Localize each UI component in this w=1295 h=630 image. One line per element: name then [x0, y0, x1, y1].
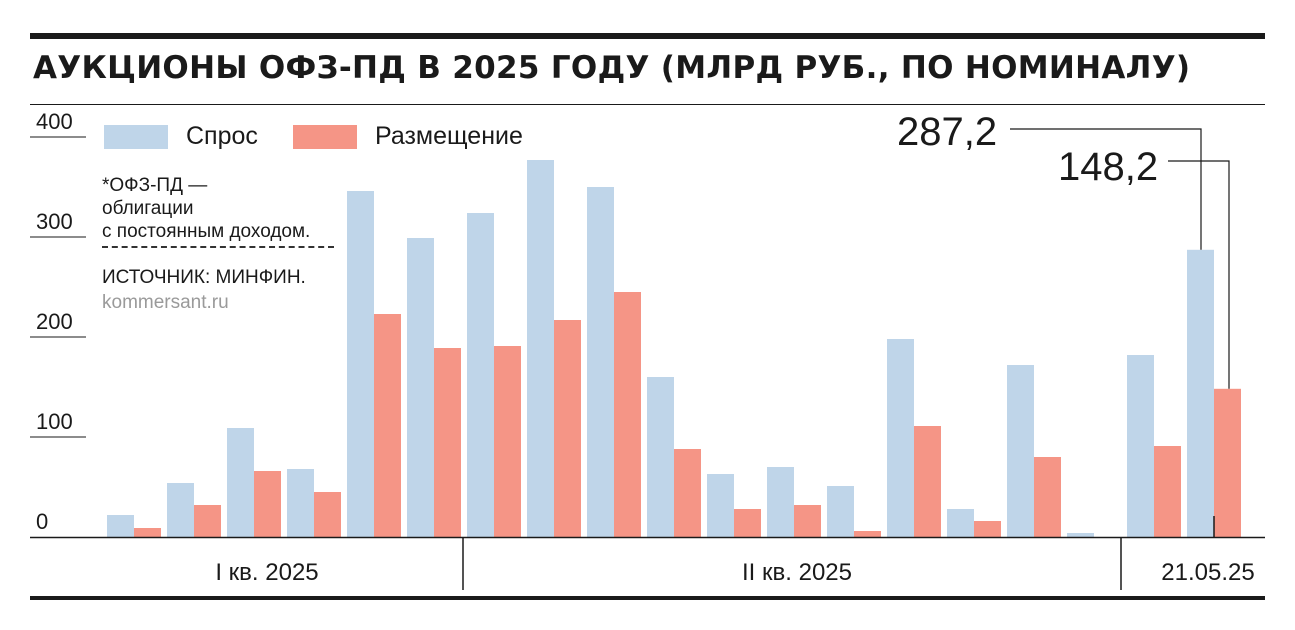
bar-demand	[587, 187, 614, 537]
bar-demand	[407, 238, 434, 537]
top-rule	[30, 33, 1265, 39]
bar-placement	[794, 505, 821, 537]
bar-demand	[767, 467, 794, 537]
bar-placement	[854, 531, 881, 537]
demand-bars	[107, 160, 1214, 538]
bar-placement	[914, 426, 941, 537]
bar-demand	[527, 160, 554, 537]
bar-demand	[107, 515, 134, 537]
y-axis: 0 100 200 300 400	[30, 109, 86, 534]
y-tick-label: 100	[36, 409, 73, 434]
bar-placement	[734, 509, 761, 537]
callout-leader-lines	[1010, 128, 1230, 389]
bar-placement	[134, 528, 161, 537]
placement-bars	[134, 292, 1241, 537]
legend-placement: Размещение	[293, 122, 523, 151]
bottom-rule	[30, 596, 1265, 600]
bar-placement	[494, 346, 521, 537]
title-underline	[30, 104, 1265, 105]
bar-demand	[167, 483, 194, 537]
legend-demand-label: Спрос	[186, 122, 258, 150]
callout-demand-value: 287,2	[897, 110, 998, 154]
bar-placement	[1214, 388, 1241, 537]
bar-demand	[947, 509, 974, 537]
leader-demand	[1010, 128, 1202, 250]
legend-placement-label: Размещение	[375, 122, 523, 150]
period-axis: I кв. 2025 II кв. 2025 21.05.25	[30, 516, 1265, 590]
y-tick-label: 0	[36, 509, 48, 534]
bar-placement	[1034, 457, 1061, 537]
y-tick-label: 400	[36, 109, 73, 134]
bar-demand	[707, 474, 734, 537]
bar-placement	[1154, 446, 1181, 537]
legend-placement-swatch	[293, 124, 357, 149]
source-note: ИСТОЧНИК: МИНФИН.	[102, 267, 306, 288]
bar-placement	[194, 505, 221, 537]
note-divider	[102, 246, 334, 248]
callout-placement-value: 148,2	[1058, 145, 1159, 189]
legend-demand: Спрос	[104, 122, 258, 151]
site-credit: kommersant.ru	[102, 292, 229, 313]
y-tick-label: 300	[36, 209, 73, 234]
bar-placement	[674, 449, 701, 537]
bar-demand	[287, 469, 314, 537]
bar-placement	[254, 471, 281, 537]
bar-placement	[374, 314, 401, 537]
bar-demand	[827, 486, 854, 537]
bar-demand	[887, 339, 914, 537]
bar-demand	[347, 191, 374, 537]
period-label: 21.05.25	[1161, 559, 1254, 586]
y-tick-label: 200	[36, 309, 73, 334]
bar-placement	[434, 348, 461, 537]
period-label: II кв. 2025	[742, 559, 852, 586]
bar-placement	[554, 320, 581, 537]
bar-demand	[647, 377, 674, 537]
footnote: *ОФЗ-ПД — облигации с постоянным доходом…	[102, 175, 311, 242]
bar-demand	[227, 428, 254, 537]
bar-demand	[1067, 533, 1094, 537]
bar-placement	[614, 292, 641, 537]
bar-demand	[1187, 249, 1214, 538]
bar-placement	[974, 521, 1001, 537]
bar-demand	[467, 213, 494, 537]
bar-demand	[1007, 365, 1034, 537]
bar-placement	[314, 492, 341, 537]
leader-placement	[1168, 160, 1230, 389]
bar-demand	[1127, 355, 1154, 537]
chart-title: АУКЦИОНЫ ОФЗ-ПД В 2025 ГОДУ (МЛРД РУБ., …	[33, 50, 1191, 86]
period-label: I кв. 2025	[215, 559, 318, 586]
legend-demand-swatch	[104, 124, 168, 149]
